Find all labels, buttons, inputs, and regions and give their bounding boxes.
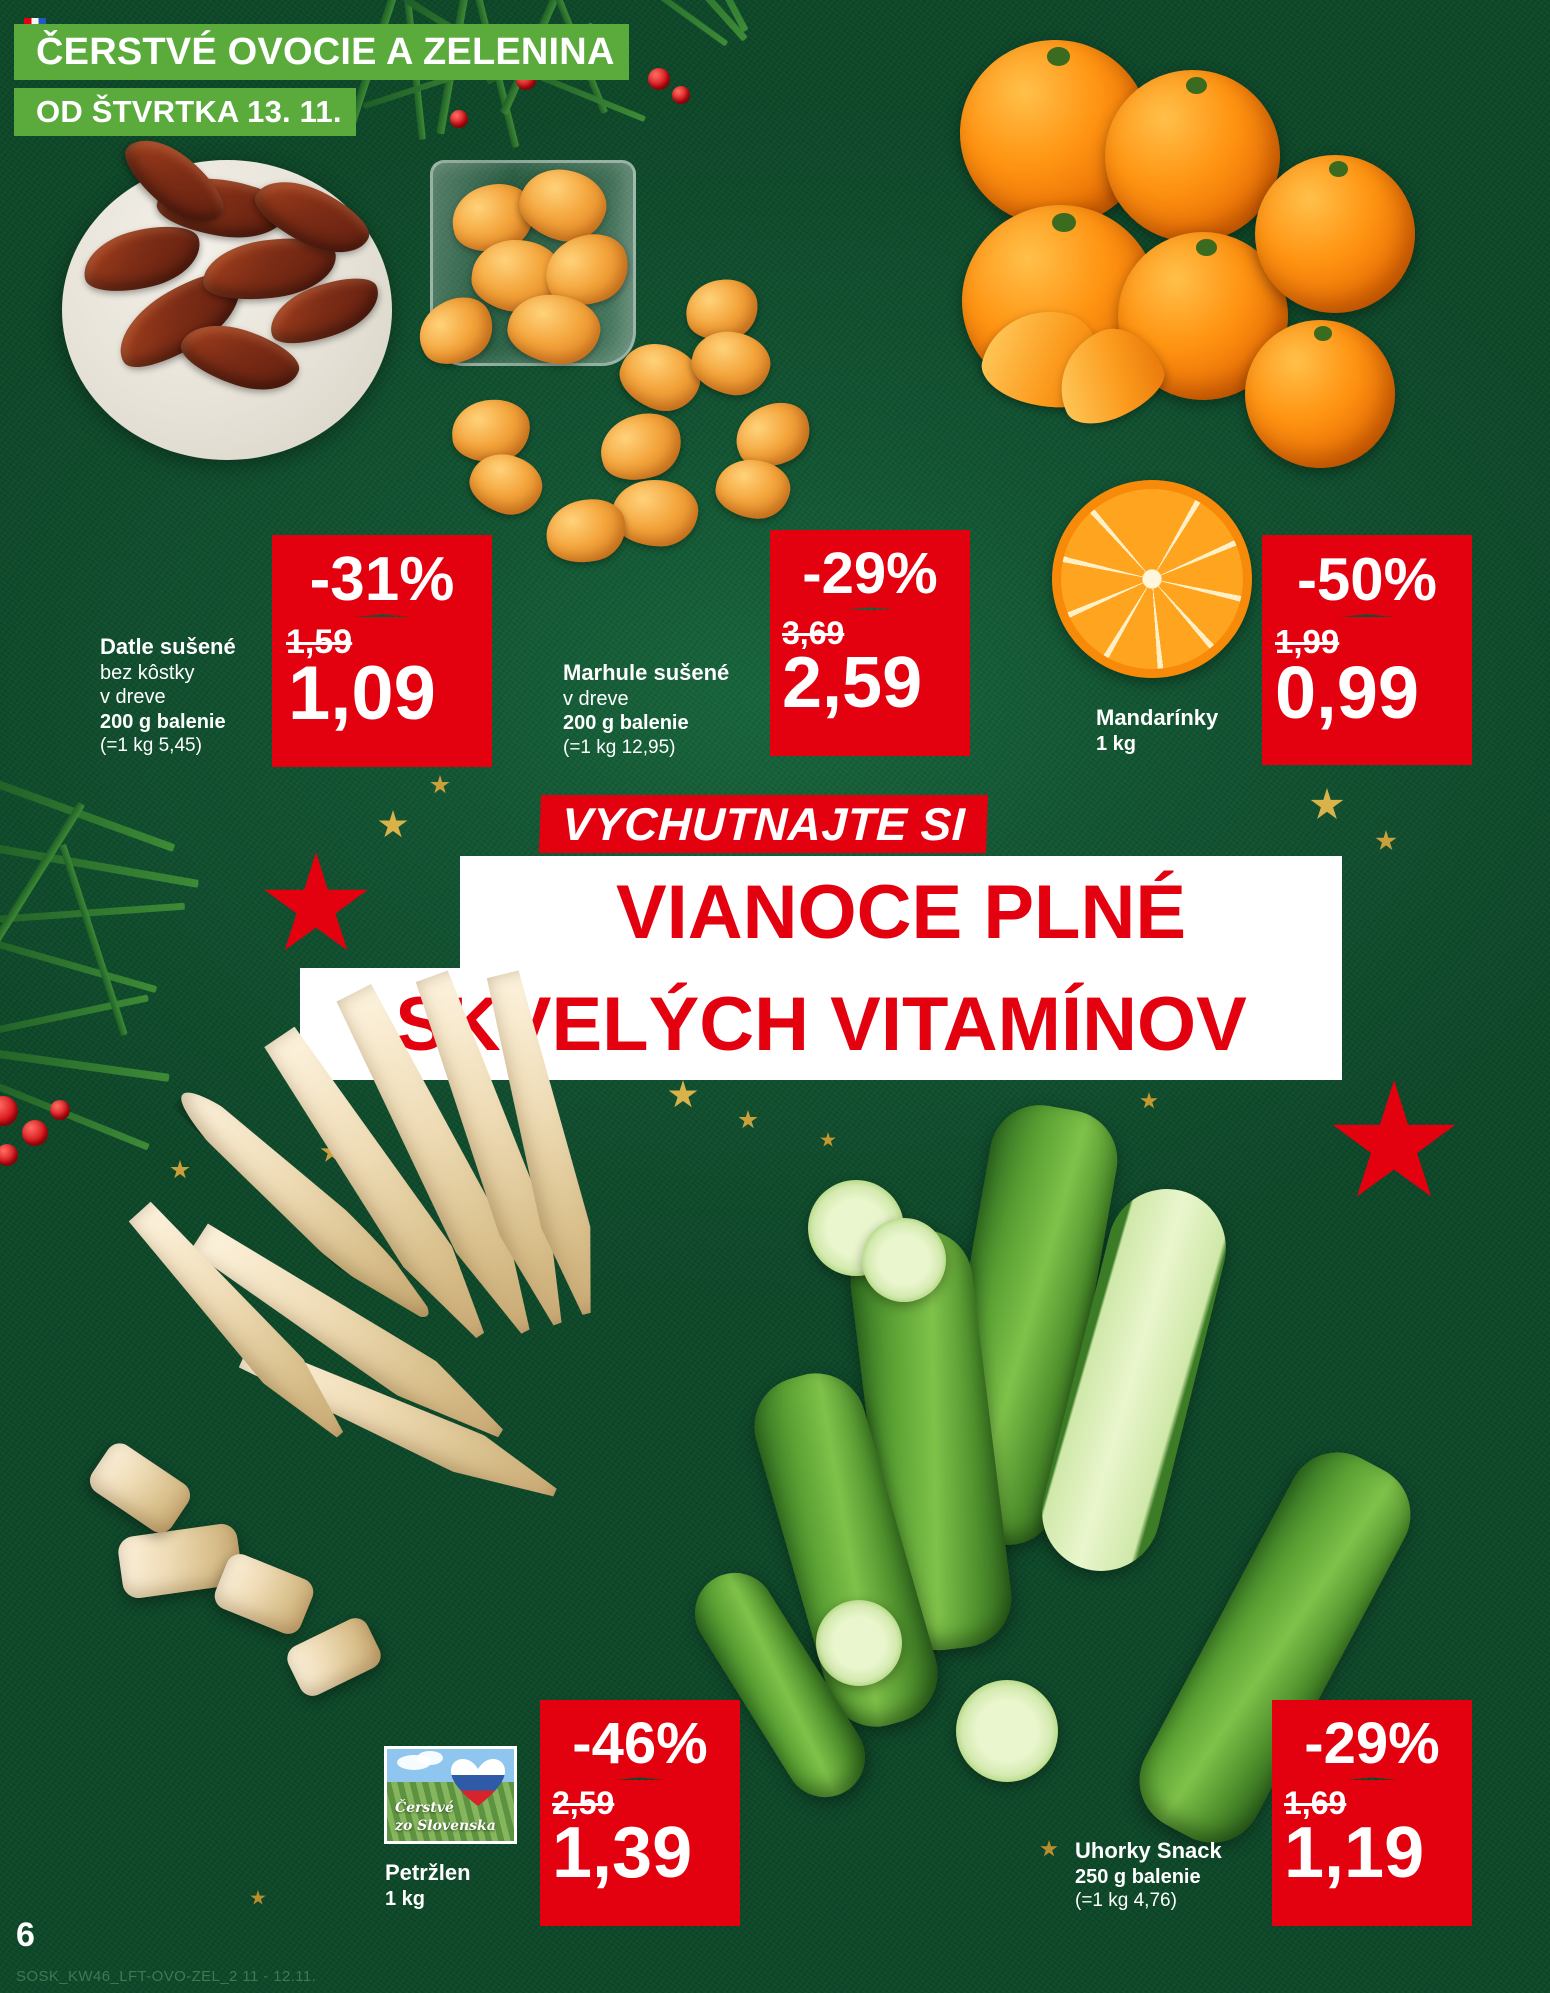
cucumber-slice (956, 1680, 1058, 1782)
product-desc-1: v dreve (563, 687, 629, 710)
product-unit-price: (=1 kg 5,45) (100, 735, 202, 756)
parsnip-chunk (84, 1437, 196, 1539)
price-badge-petrzlen: -46% 2,59 1,39 (540, 1700, 740, 1926)
price-badge-mandarinky: -50% 1,99 0,99 (1262, 535, 1472, 765)
gold-star (738, 1110, 758, 1129)
mandarin (1245, 320, 1395, 468)
red-star-left (264, 852, 368, 951)
gold-star (668, 1080, 698, 1108)
pine-sprig-left (0, 776, 270, 1200)
apricot (609, 477, 701, 549)
gold-star (1040, 1840, 1058, 1857)
mandarin-cut-half (1052, 480, 1252, 678)
price-box: 2,59 1,39 (540, 1780, 740, 1926)
price-box: 3,69 2,59 (770, 610, 970, 756)
parsnip-chunk (210, 1549, 318, 1639)
product-text-datle: Datle sušené bez kôstky v dreve 200 g ba… (100, 634, 290, 757)
footer-code: SOSK_KW46_LFT-OVO-ZEL_2 11 - 12.11. (16, 1968, 317, 1985)
apricot (711, 454, 795, 524)
product-unit-price: (=1 kg 4,76) (1075, 1890, 1177, 1912)
gold-star (820, 1132, 836, 1147)
product-unit-price: (=1 kg 12,95) (563, 736, 676, 758)
gold-star (1375, 830, 1397, 851)
new-price: 1,09 (288, 651, 436, 736)
discount-value: -31% (272, 535, 492, 625)
price-box: 1,99 0,99 (1262, 617, 1472, 765)
gold-star (1310, 788, 1344, 819)
product-name: Marhule sušené (563, 660, 730, 685)
price-badge-uhorky: -29% 1,69 1,19 (1272, 1700, 1472, 1926)
old-price: 3,69 (782, 615, 845, 651)
new-price: 1,39 (552, 1813, 693, 1893)
product-packaging: 200 g balenie (100, 710, 226, 733)
product-packaging: 200 g balenie (563, 712, 689, 735)
cucumber-slice (862, 1218, 946, 1302)
apricot (592, 404, 690, 490)
price-box: 1,69 1,19 (1272, 1780, 1472, 1926)
discount-value: -29% (1272, 1700, 1472, 1788)
product-text-petrzlen: Petržlen 1 kg (385, 1860, 565, 1911)
product-name: Datle sušené (100, 634, 236, 659)
old-price: 1,99 (1275, 623, 1340, 660)
origin-badge-text: Čerstvé zo Slovenska (395, 1800, 496, 1835)
product-packaging: 1 kg (1096, 732, 1137, 755)
pine-sprig-top-right (600, 0, 820, 160)
product-packaging: 1 kg (385, 1887, 426, 1910)
new-price: 1,19 (1284, 1813, 1425, 1893)
red-star-right (1332, 1080, 1456, 1197)
gold-star (250, 1890, 266, 1905)
discount-value: -29% (770, 530, 970, 618)
page-number: 6 (16, 1916, 35, 1954)
price-badge-datle: -31% 1,59 1,09 (272, 535, 492, 767)
product-packaging: 250 g balenie (1075, 1865, 1201, 1888)
old-price: 1,59 (286, 623, 353, 661)
old-price: 1,69 (1284, 1785, 1347, 1821)
product-text-mandarinky: Mandarínky 1 kg (1096, 705, 1296, 756)
product-text-uhorky: Uhorky Snack 250 g balenie (=1 kg 4,76) (1075, 1838, 1295, 1912)
cloud (417, 1751, 443, 1765)
header-title-primary: ČERSTVÉ OVOCIE A ZELENINA (14, 24, 629, 80)
discount-value: -50% (1262, 535, 1472, 625)
gold-star (378, 810, 408, 838)
cucumber-slice (816, 1600, 902, 1686)
slovak-flag-heart-icon (451, 1759, 505, 1807)
product-text-marhule: Marhule sušené v dreve 200 g balenie (=1… (563, 660, 773, 759)
new-price: 0,99 (1275, 651, 1420, 734)
price-badge-marhule: -29% 3,69 2,59 (770, 530, 970, 756)
product-desc-2: v dreve (100, 686, 166, 709)
claim-line-1: VYCHUTNAJTE SI (538, 795, 989, 853)
product-desc-1: bez kôstky (100, 661, 195, 684)
kaufland-logo-mark (24, 18, 46, 29)
new-price: 2,59 (782, 643, 923, 723)
origin-badge-slovakia: Čerstvé zo Slovenska (384, 1746, 517, 1844)
origin-line-1: Čerstvé (395, 1800, 454, 1816)
header-title-date: OD ŠTVRTKA 13. 11. (14, 88, 356, 136)
claim-line-2: VIANOCE PLNÉ (460, 856, 1342, 968)
origin-line-2: zo Slovenska (395, 1817, 496, 1834)
gold-star (1140, 1092, 1158, 1109)
gold-star (430, 775, 450, 794)
discount-value: -46% (540, 1700, 740, 1788)
product-name: Petržlen (385, 1860, 471, 1885)
product-name: Uhorky Snack (1075, 1838, 1222, 1863)
old-price: 2,59 (552, 1785, 615, 1821)
product-name: Mandarínky (1096, 705, 1219, 730)
price-box: 1,59 1,09 (272, 617, 492, 767)
dates-plate-photo (62, 124, 392, 460)
mandarin (1105, 70, 1280, 242)
mandarin (1255, 155, 1415, 313)
